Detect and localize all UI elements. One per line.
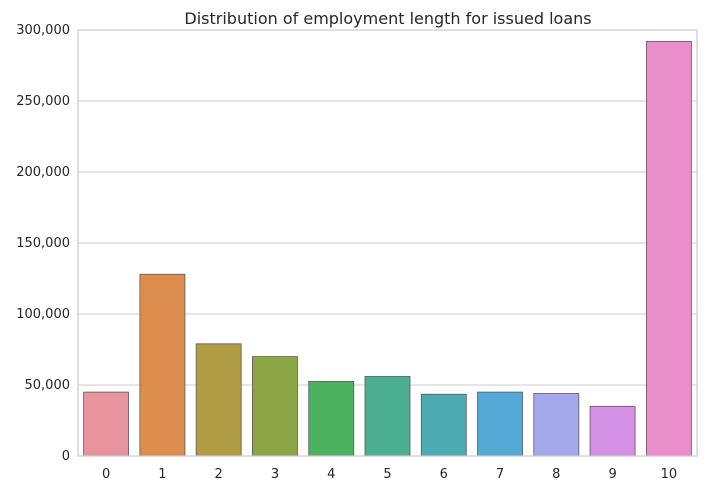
bar-5	[364, 376, 411, 457]
bar-10	[645, 40, 692, 457]
y-tick-label: 300,000	[16, 23, 70, 38]
y-tick-label: 150,000	[16, 236, 70, 251]
x-tick-label: 2	[215, 467, 223, 482]
x-tick-label: 10	[661, 467, 678, 482]
bar-8	[533, 393, 580, 457]
x-tick-label: 4	[327, 467, 335, 482]
bars	[83, 40, 692, 457]
x-tick-label: 6	[440, 467, 448, 482]
plot-border	[77, 29, 698, 457]
x-tick-label: 5	[383, 467, 391, 482]
x-tick-labels: 0 1 2 3 4 5 6 7 8 9 10	[102, 467, 677, 482]
bar-4	[308, 381, 355, 457]
y-tick-label: 200,000	[16, 165, 70, 180]
bar-2	[195, 343, 242, 457]
x-tick-label: 3	[271, 467, 279, 482]
bar-0	[83, 391, 130, 457]
x-tick-label: 8	[552, 467, 560, 482]
x-tick-label: 0	[102, 467, 110, 482]
x-tick-label: 9	[608, 467, 616, 482]
y-tick-labels: 0 50,000 100,000 150,000 200,000 250,000 300,0…	[16, 23, 70, 464]
bar-6	[420, 393, 467, 457]
plot-frame	[77, 29, 698, 457]
chart-title: Distribution of employment length for is…	[184, 9, 591, 28]
x-tick-label: 1	[158, 467, 166, 482]
bar-7	[477, 391, 523, 457]
y-tick-label: 100,000	[16, 307, 70, 322]
bar-3	[252, 356, 298, 457]
bar-9	[589, 405, 636, 457]
y-tick-label: 250,000	[16, 94, 70, 109]
y-tick-label: 0	[62, 449, 70, 464]
x-tick-label: 7	[496, 467, 504, 482]
bar-1	[139, 273, 186, 457]
y-tick-label: 50,000	[25, 378, 71, 393]
